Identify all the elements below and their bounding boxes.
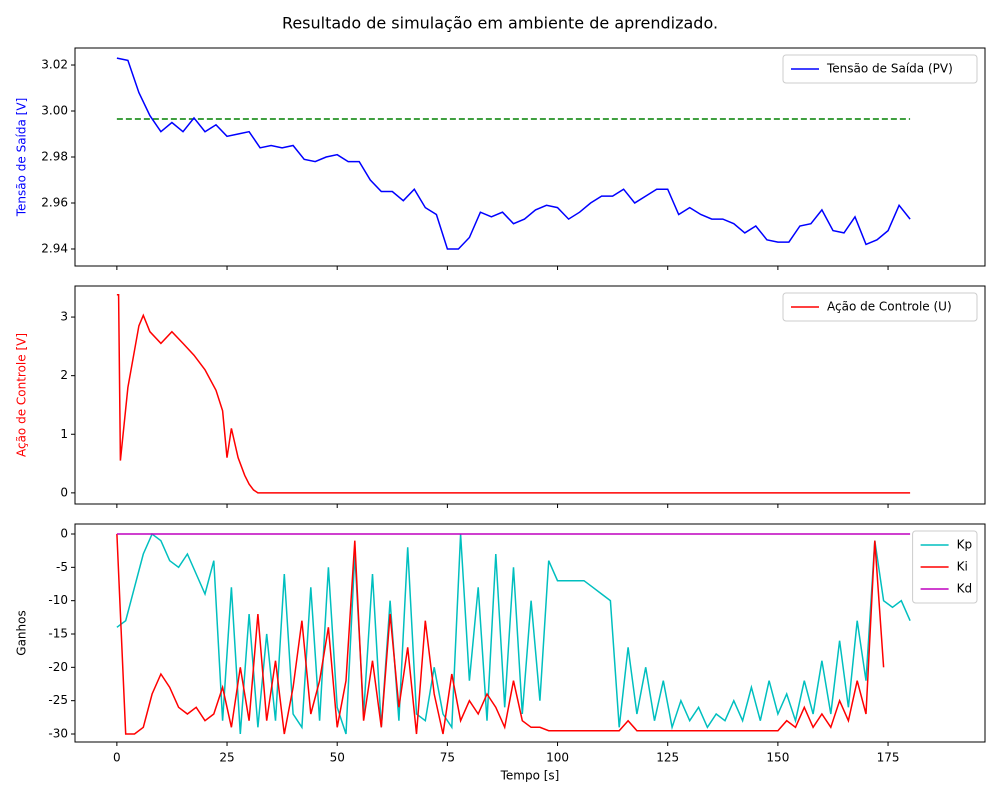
x-tick-label: 150	[766, 751, 789, 765]
legend-label: Ki	[957, 560, 968, 574]
y-tick-label: 2.98	[41, 150, 68, 164]
legend-label: Kd	[957, 582, 973, 596]
y-tick-label: -5	[56, 560, 68, 574]
series-line	[116, 533, 885, 735]
y-tick-label: 0	[60, 527, 68, 541]
series-line	[116, 57, 911, 250]
x-tick-label: 175	[877, 751, 900, 765]
y-tick-label: -15	[48, 627, 68, 641]
y-tick-label: 3.00	[41, 104, 68, 118]
legend-label: Ação de Controle (U)	[827, 300, 952, 314]
y-axis-label: Ganhos	[15, 610, 29, 655]
y-tick-label: 3.02	[41, 58, 68, 72]
x-tick-label: 125	[656, 751, 679, 765]
x-tick-label: 50	[330, 751, 345, 765]
y-tick-label: 2.94	[41, 241, 68, 255]
y-tick-label: 3	[60, 310, 68, 324]
y-axis-label: Tensão de Saída [V]	[15, 98, 29, 218]
legend-box	[782, 54, 978, 84]
y-tick-label: -10	[48, 593, 68, 607]
series-line	[116, 294, 911, 494]
plot-frame	[74, 47, 986, 267]
series-line	[116, 532, 911, 735]
y-tick-label: 0	[60, 485, 68, 499]
plot-frame	[74, 523, 986, 743]
x-axis-label: Tempo [s]	[500, 769, 560, 783]
y-tick-label: -25	[48, 693, 68, 707]
plot-frame	[74, 285, 986, 505]
y-tick-label: 2	[60, 368, 68, 382]
legend-label: Tensão de Saída (PV)	[826, 62, 953, 76]
x-tick-label: 75	[440, 751, 455, 765]
legend-label: Kp	[957, 538, 973, 552]
y-tick-label: 1	[60, 427, 68, 441]
legend-box	[782, 292, 978, 322]
y-tick-label: 2.96	[41, 195, 68, 209]
x-tick-label: 25	[219, 751, 234, 765]
x-tick-label: 100	[546, 751, 569, 765]
y-axis-label: Ação de Controle [V]	[15, 333, 29, 457]
x-tick-label: 0	[113, 751, 121, 765]
y-tick-label: -30	[48, 727, 68, 741]
y-tick-label: -20	[48, 660, 68, 674]
figure-title: Resultado de simulação em ambiente de ap…	[282, 14, 718, 33]
